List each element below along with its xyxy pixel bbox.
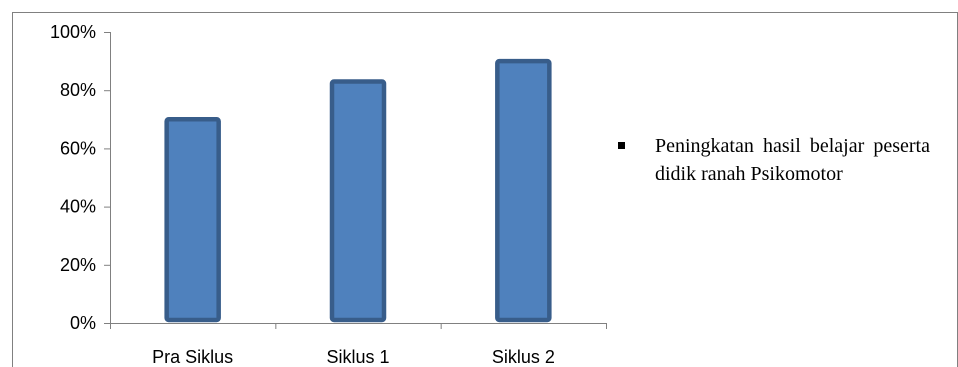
- legend-marker: [618, 142, 625, 149]
- chart-border: [12, 12, 958, 367]
- y-tick-label: 80%: [60, 80, 96, 100]
- legend-label: Peningkatan hasil belajar peserta didik …: [655, 135, 930, 185]
- y-tick-label: 20%: [60, 255, 96, 275]
- x-tick-label: Siklus 2: [492, 347, 555, 367]
- y-tick-label: 0%: [70, 313, 96, 333]
- x-tick-label: Siklus 1: [326, 347, 389, 367]
- y-tick-label: 60%: [60, 138, 96, 158]
- y-tick-label: 100%: [50, 22, 96, 42]
- bar: [495, 58, 552, 323]
- x-tick-label: Pra Siklus: [152, 347, 233, 367]
- bar: [164, 117, 221, 323]
- bar: [329, 79, 387, 323]
- y-tick-label: 40%: [60, 197, 96, 217]
